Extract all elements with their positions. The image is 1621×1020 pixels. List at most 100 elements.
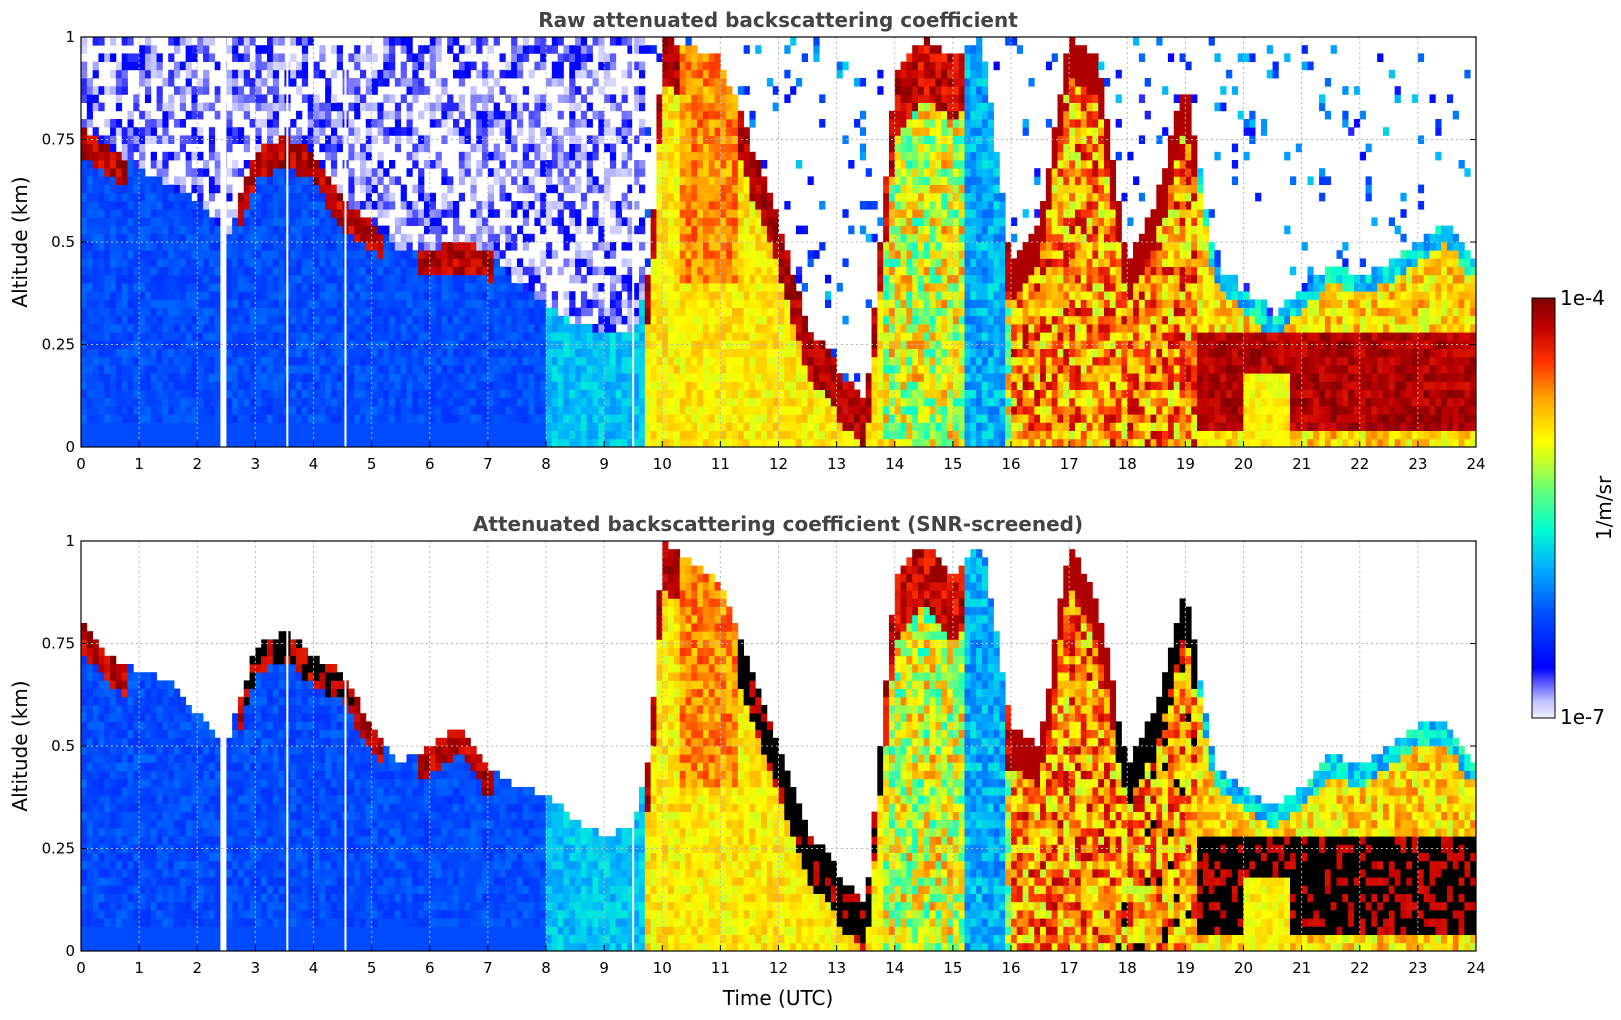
heatmap-cell	[272, 201, 280, 210]
heatmap-cell	[766, 266, 774, 276]
heatmap-cell	[144, 94, 152, 103]
heatmap-cell	[505, 225, 512, 235]
heatmap-cell	[493, 430, 500, 440]
heatmap-cell	[156, 192, 163, 202]
heatmap-cell	[203, 258, 210, 267]
heatmap-cell	[383, 242, 390, 251]
heatmap-cell	[458, 373, 466, 382]
heatmap-cell	[732, 225, 739, 235]
heatmap-cell	[319, 332, 326, 341]
heatmap-cell	[290, 414, 297, 423]
heatmap-cell	[307, 184, 314, 194]
heatmap-cell	[458, 127, 466, 136]
heatmap-cell	[673, 209, 681, 218]
heatmap-cell	[185, 53, 192, 62]
heatmap-cell	[435, 381, 442, 390]
heatmap-cell	[482, 315, 489, 325]
heatmap-cell	[714, 324, 721, 333]
heatmap-cell	[249, 78, 256, 87]
heatmap-cell	[749, 315, 756, 325]
heatmap-cell	[714, 274, 721, 284]
heatmap-cell	[162, 389, 169, 399]
heatmap-cell	[226, 422, 233, 431]
heatmap-cell	[726, 283, 733, 292]
heatmap-cell	[92, 274, 99, 284]
heatmap-cell	[766, 217, 774, 226]
heatmap-cell	[360, 233, 367, 243]
heatmap-cell	[406, 250, 413, 259]
heatmap-cell	[313, 176, 320, 185]
heatmap-cell	[423, 86, 431, 95]
heatmap-cell	[144, 250, 152, 259]
heatmap-cell	[708, 209, 715, 218]
heatmap-cell	[98, 307, 105, 317]
heatmap-cell	[772, 438, 779, 447]
heatmap-cell	[261, 242, 268, 251]
heatmap-cell	[179, 102, 187, 112]
heatmap-cell	[412, 258, 419, 267]
heatmap-cell	[807, 332, 814, 341]
heatmap-cell	[389, 53, 396, 62]
heatmap-cell	[732, 258, 739, 267]
heatmap-cell	[232, 217, 239, 226]
heatmap-cell	[86, 160, 94, 169]
heatmap-cell	[476, 365, 483, 374]
heatmap-cell	[354, 332, 361, 341]
heatmap-cell	[464, 348, 471, 358]
heatmap-cell	[232, 365, 239, 374]
heatmap-cell	[174, 233, 181, 243]
heatmap-cell	[127, 414, 134, 423]
heatmap-cell	[458, 299, 466, 308]
heatmap-cell	[354, 422, 361, 431]
heatmap-cell	[144, 307, 152, 317]
heatmap-cell	[267, 430, 274, 440]
heatmap-cell	[185, 160, 192, 169]
heatmap-cell	[255, 414, 262, 423]
heatmap-cell	[697, 381, 704, 390]
heatmap-cell	[232, 209, 239, 218]
heatmap-cell	[668, 143, 675, 153]
heatmap-cell	[301, 414, 309, 423]
heatmap-cell	[278, 176, 285, 185]
heatmap-cell	[604, 356, 611, 366]
heatmap-cell	[296, 250, 303, 259]
heatmap-cell	[598, 381, 605, 390]
heatmap-cell	[627, 299, 634, 308]
heatmap-cell	[237, 225, 245, 235]
heatmap-cell	[726, 422, 733, 431]
heatmap-cell	[81, 406, 88, 415]
heatmap-cell	[557, 201, 564, 210]
heatmap-cell	[360, 438, 367, 447]
heatmap-cell	[633, 365, 640, 374]
heatmap-cell	[325, 332, 332, 341]
heatmap-cell	[348, 168, 355, 177]
heatmap-cell	[604, 406, 611, 415]
heatmap-cell	[191, 356, 198, 366]
heatmap-cell	[435, 283, 442, 292]
heatmap-cell	[720, 160, 727, 169]
heatmap-cell	[243, 160, 250, 169]
heatmap-cell	[656, 414, 663, 423]
heatmap-cell	[621, 86, 628, 95]
heatmap-cell	[214, 438, 221, 447]
heatmap-cell	[243, 192, 250, 202]
heatmap-cell	[115, 340, 123, 349]
heatmap-cell	[662, 61, 669, 71]
heatmap-cell	[487, 332, 495, 341]
heatmap-cell	[644, 143, 652, 153]
heatmap-cell	[296, 233, 303, 243]
heatmap-cell	[412, 69, 419, 79]
heatmap-cell	[726, 151, 733, 161]
heatmap-cell	[476, 430, 483, 440]
heatmap-cell	[435, 160, 442, 169]
heatmap-cell	[493, 422, 500, 431]
heatmap-cell	[232, 307, 239, 317]
heatmap-cell	[377, 274, 384, 284]
heatmap-cell	[418, 315, 425, 325]
heatmap-cell	[371, 389, 378, 399]
heatmap-cell	[237, 430, 245, 440]
heatmap-cell	[755, 45, 762, 54]
heatmap-cell	[720, 119, 727, 128]
heatmap-cell	[435, 258, 442, 267]
heatmap-cell	[162, 307, 169, 317]
